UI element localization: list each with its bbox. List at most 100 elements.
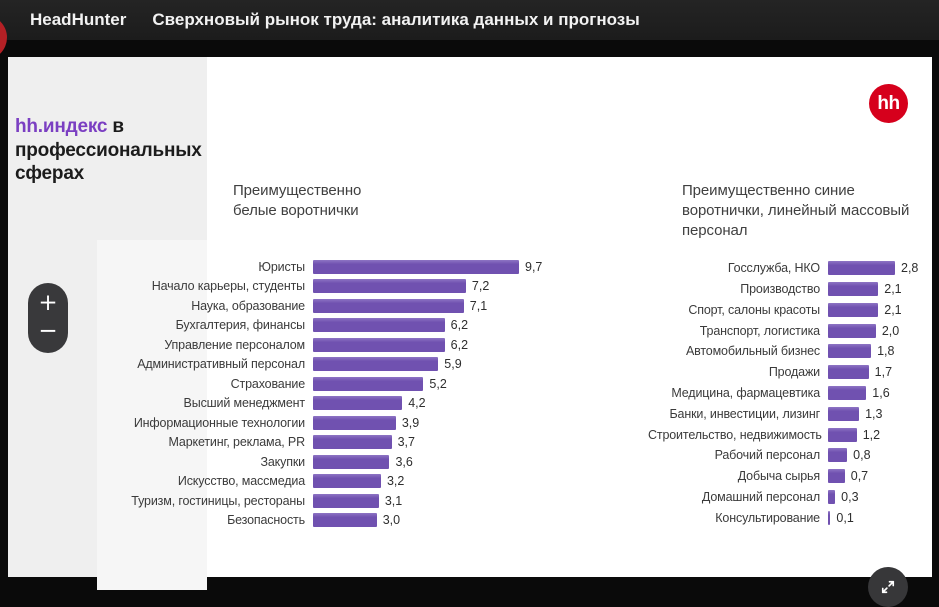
zoom-out-button[interactable]: − — [28, 317, 68, 353]
bar — [828, 448, 848, 463]
chart-row: Административный персонал 5,9 — [108, 355, 568, 375]
category-label: Медицина, фармацевтика — [671, 385, 820, 400]
hh-logo-text: hh — [877, 92, 900, 114]
bar — [828, 427, 857, 442]
chart-row: Закупки 3,6 — [108, 452, 568, 472]
category-label: Маркетинг, реклама, PR — [168, 435, 305, 450]
value-label: 3,9 — [401, 415, 420, 430]
category-label: Добыча сырья — [737, 469, 820, 484]
category-label: Продажи — [768, 365, 820, 380]
chart-row: Маркетинг, реклама, PR 3,7 — [108, 433, 568, 453]
category-label: Управление персоналом — [164, 337, 305, 352]
bar — [828, 365, 869, 380]
value-label: 2,1 — [884, 282, 902, 297]
bar — [313, 435, 392, 450]
bar — [313, 337, 445, 352]
bar — [828, 489, 836, 504]
zoom-in-button[interactable]: + — [28, 283, 68, 317]
chart-row: Транспорт, логистика 2,0 — [648, 320, 932, 341]
value-label: 5,9 — [444, 357, 462, 372]
bar — [828, 323, 876, 338]
category-label: Госслужба, НКО — [727, 261, 820, 276]
chart-row: Высший менеджмент 4,2 — [108, 394, 568, 414]
slide-edge-strip — [97, 240, 207, 590]
value-label: 2,1 — [884, 302, 902, 317]
category-label: Искусство, массмедиа — [177, 474, 305, 489]
slide-canvas: hh.индекс в профессиональных сферах hh П… — [8, 57, 932, 607]
category-label: Начало карьеры, студенты — [151, 279, 305, 294]
chart-row: Продажи 1,7 — [648, 362, 932, 383]
chart-row: Спорт, салоны красоты 2,1 — [648, 300, 932, 321]
value-label: 9,7 — [525, 259, 543, 274]
category-label: Высший менеджмент — [183, 396, 306, 411]
chart-row: Рабочий персонал 0,8 — [648, 445, 932, 466]
chart-row: Юристы 9,7 — [108, 257, 568, 277]
presentation-title: Сверхновый рынок труда: аналитика данных… — [152, 10, 640, 29]
chart-row: Страхование 5,2 — [108, 374, 568, 394]
bar — [313, 298, 464, 313]
chart-row: Автомобильный бизнес 1,8 — [648, 341, 932, 362]
value-label: 7,1 — [469, 298, 488, 313]
value-label: 7,2 — [471, 279, 490, 294]
app-name: HeadHunter — [30, 10, 127, 29]
bar — [828, 302, 879, 317]
partial-red-logo-icon — [0, 15, 7, 60]
value-label: 6,2 — [450, 337, 469, 352]
bar — [313, 357, 439, 372]
chart-row: Производство 2,1 — [648, 279, 932, 300]
bar — [313, 493, 379, 508]
blue-collar-bar-chart: Госслужба, НКО 2,8 Производство 2,1 Спорт, с… — [648, 258, 932, 528]
category-label: Бухгалтерия, финансы — [175, 318, 306, 333]
category-label: Банки, инвестиции, лизинг — [669, 406, 820, 421]
bar — [828, 385, 867, 400]
value-label: 6,2 — [450, 318, 469, 333]
chart-row: Наука, образование 7,1 — [108, 296, 568, 316]
category-label: Безопасность — [227, 513, 305, 528]
bar — [313, 376, 424, 391]
category-label: Информационные технологии — [133, 415, 305, 430]
chart-row: Бухгалтерия, финансы 6,2 — [108, 316, 568, 336]
bar — [313, 279, 466, 294]
category-label: Наука, образование — [191, 298, 305, 313]
category-label: Спорт, салоны красоты — [688, 302, 820, 317]
chart-row: Управление персоналом 6,2 — [108, 335, 568, 355]
bar — [828, 282, 879, 297]
white-collar-bar-chart: Юристы 9,7 Начало карьеры, студенты 7,2 Наук… — [108, 257, 568, 530]
value-label: 3,7 — [397, 435, 415, 450]
bar — [313, 513, 377, 528]
chart-row: Строительство, недвижимость 1,2 — [648, 424, 932, 445]
zoom-control: + − — [28, 283, 68, 353]
hh-logo: hh — [869, 84, 908, 123]
bar — [828, 406, 860, 421]
category-label: Юристы — [258, 259, 305, 274]
expand-arrows-icon — [879, 578, 897, 596]
category-label: Страхование — [230, 376, 306, 391]
chart-row: Искусство, массмедиа 3,2 — [108, 472, 568, 492]
value-label: 1,6 — [872, 385, 890, 400]
fullscreen-button[interactable] — [868, 567, 908, 607]
bar — [828, 344, 872, 359]
value-label: 2,8 — [901, 261, 919, 276]
value-label: 1,8 — [877, 344, 895, 359]
category-label: Рабочий персонал — [714, 448, 821, 463]
bar — [828, 469, 845, 484]
chart-row: Консультирование 0,1 — [648, 507, 932, 528]
value-label: 1,2 — [862, 427, 881, 442]
chart-row: Домашний персонал 0,3 — [648, 486, 932, 507]
top-bar: HeadHunter Сверхновый рынок труда: анали… — [0, 0, 939, 40]
value-label: 3,1 — [384, 493, 403, 508]
value-label: 3,6 — [395, 454, 413, 469]
bar — [313, 318, 445, 333]
bar — [828, 261, 895, 276]
bar — [313, 396, 403, 411]
value-label: 3,0 — [382, 513, 401, 528]
value-label: 0,1 — [836, 510, 854, 525]
value-label: 1,3 — [865, 406, 883, 421]
chart-row: Информационные технологии 3,9 — [108, 413, 568, 433]
value-label: 0,7 — [850, 469, 869, 484]
slide-title-accent: hh.индекс — [15, 116, 108, 137]
chart-row: Госслужба, НКО 2,8 — [648, 258, 932, 279]
category-label: Производство — [740, 282, 820, 297]
slide-title-rest: в профессиональных сферах — [15, 116, 202, 184]
white-collar-chart-title: Преимущественно белые воротнички — [233, 182, 362, 219]
